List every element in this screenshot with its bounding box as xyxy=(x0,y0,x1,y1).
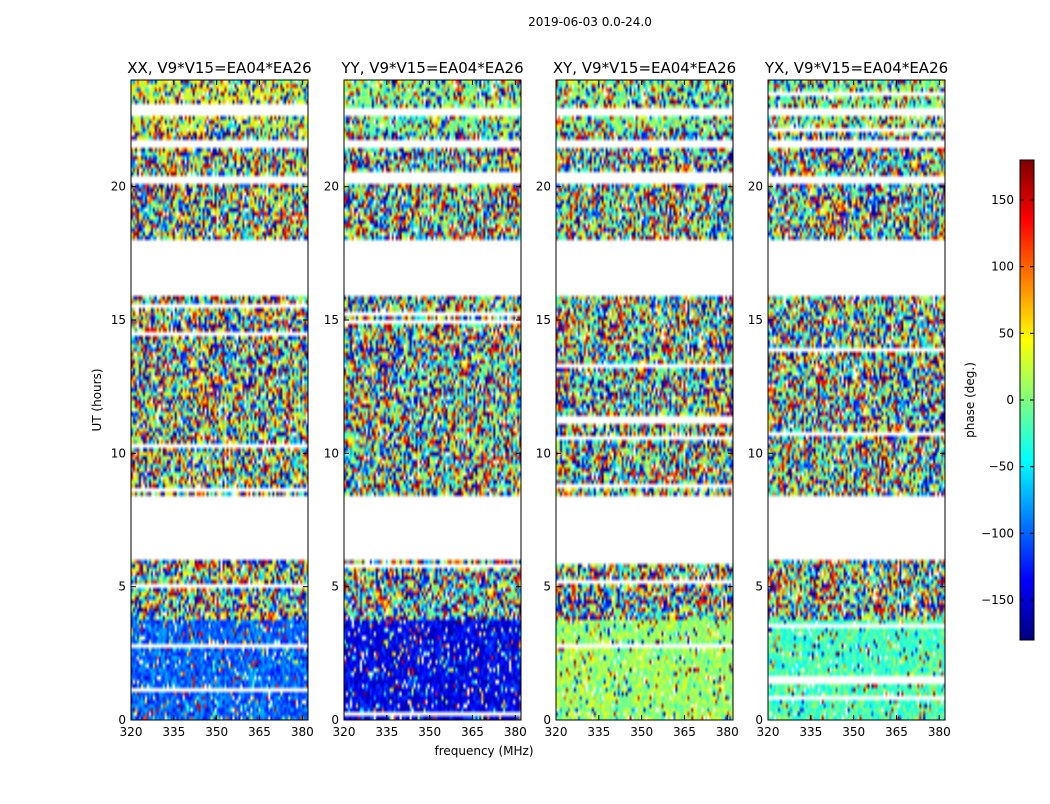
colorbar-label: phase (deg.) xyxy=(963,362,977,438)
x-tick-label: 380 xyxy=(291,725,314,739)
phase-heatmap xyxy=(344,80,521,720)
panel: XX, V9*V15=EA04*EA26 320 335 350 365 380 0 5 10 1… xyxy=(111,59,314,739)
colorbar-tick-label: −50 xyxy=(989,460,1014,474)
x-tick-label: 380 xyxy=(928,725,951,739)
phase-heatmap xyxy=(131,80,308,720)
y-tick-label: 5 xyxy=(118,580,126,594)
panel-title: XY, V9*V15=EA04*EA26 xyxy=(553,59,736,77)
x-tick-label: 350 xyxy=(418,725,441,739)
y-tick-label: 15 xyxy=(111,313,126,327)
x-axis-label: frequency (MHz) xyxy=(434,744,533,758)
y-tick-label: 20 xyxy=(111,180,126,194)
y-tick-label: 10 xyxy=(111,446,126,460)
x-tick-label: 350 xyxy=(205,725,228,739)
x-tick-label: 365 xyxy=(248,725,271,739)
panel: XY, V9*V15=EA04*EA26 320 335 350 365 380 0 5 10 1… xyxy=(536,59,739,739)
x-tick-label: 320 xyxy=(120,725,143,739)
y-tick-label: 5 xyxy=(755,580,763,594)
panel: YX, V9*V15=EA04*EA26 320 335 350 365 380 0 5 10 1… xyxy=(748,59,951,739)
x-tick-label: 320 xyxy=(757,725,780,739)
y-tick-label: 20 xyxy=(748,180,763,194)
x-tick-label: 335 xyxy=(587,725,610,739)
colorbar-tick-label: 100 xyxy=(991,260,1014,274)
panel-frame xyxy=(767,79,946,721)
y-tick-label: 10 xyxy=(324,446,339,460)
colorbar-tick-label: 50 xyxy=(999,326,1014,340)
colorbar-tick-label: −100 xyxy=(981,526,1014,540)
x-tick-label: 365 xyxy=(461,725,484,739)
colorbar-tick-label: 150 xyxy=(991,193,1014,207)
panel-title: YY, V9*V15=EA04*EA26 xyxy=(340,59,523,77)
y-tick-label: 15 xyxy=(324,313,339,327)
y-tick-label: 10 xyxy=(748,446,763,460)
y-tick-label: 0 xyxy=(331,713,339,727)
x-tick-label: 335 xyxy=(375,725,398,739)
x-tick-label: 380 xyxy=(716,725,739,739)
panel-title: YX, V9*V15=EA04*EA26 xyxy=(764,59,948,77)
x-tick-label: 350 xyxy=(630,725,653,739)
colorbar-tick-label: 0 xyxy=(1006,393,1014,407)
y-tick-label: 5 xyxy=(331,580,339,594)
panel-frame xyxy=(130,79,309,721)
x-tick-label: 335 xyxy=(162,725,185,739)
x-tick-label: 320 xyxy=(545,725,568,739)
panel-title: XX, V9*V15=EA04*EA26 xyxy=(127,59,311,77)
y-axis-label: UT (hours) xyxy=(90,368,104,431)
y-tick-label: 0 xyxy=(543,713,551,727)
y-tick-label: 0 xyxy=(118,713,126,727)
panel-frame xyxy=(555,79,734,721)
y-tick-label: 5 xyxy=(543,580,551,594)
x-tick-label: 380 xyxy=(504,725,527,739)
y-tick-label: 0 xyxy=(755,713,763,727)
y-tick-label: 20 xyxy=(536,180,551,194)
colorbar: 150 100 50 0 −50 −100 −150 xyxy=(981,159,1035,641)
y-tick-label: 20 xyxy=(324,180,339,194)
y-tick-label: 15 xyxy=(748,313,763,327)
y-tick-label: 10 xyxy=(536,446,551,460)
x-tick-label: 365 xyxy=(885,725,908,739)
y-tick-label: 15 xyxy=(536,313,551,327)
x-tick-label: 335 xyxy=(799,725,822,739)
phase-heatmap xyxy=(768,80,945,720)
x-tick-label: 320 xyxy=(333,725,356,739)
phase-heatmap xyxy=(556,80,733,720)
panels: XX, V9*V15=EA04*EA26 320 335 350 365 380 0 5 10 1… xyxy=(111,59,951,739)
panel: YY, V9*V15=EA04*EA26 320 335 350 365 380 0 5 10 1… xyxy=(324,59,527,739)
x-tick-label: 365 xyxy=(673,725,696,739)
colorbar-tick-label: −150 xyxy=(981,593,1014,607)
panel-frame xyxy=(343,79,522,721)
x-tick-label: 350 xyxy=(842,725,865,739)
figure-title: 2019-06-03 0.0-24.0 xyxy=(528,15,652,29)
